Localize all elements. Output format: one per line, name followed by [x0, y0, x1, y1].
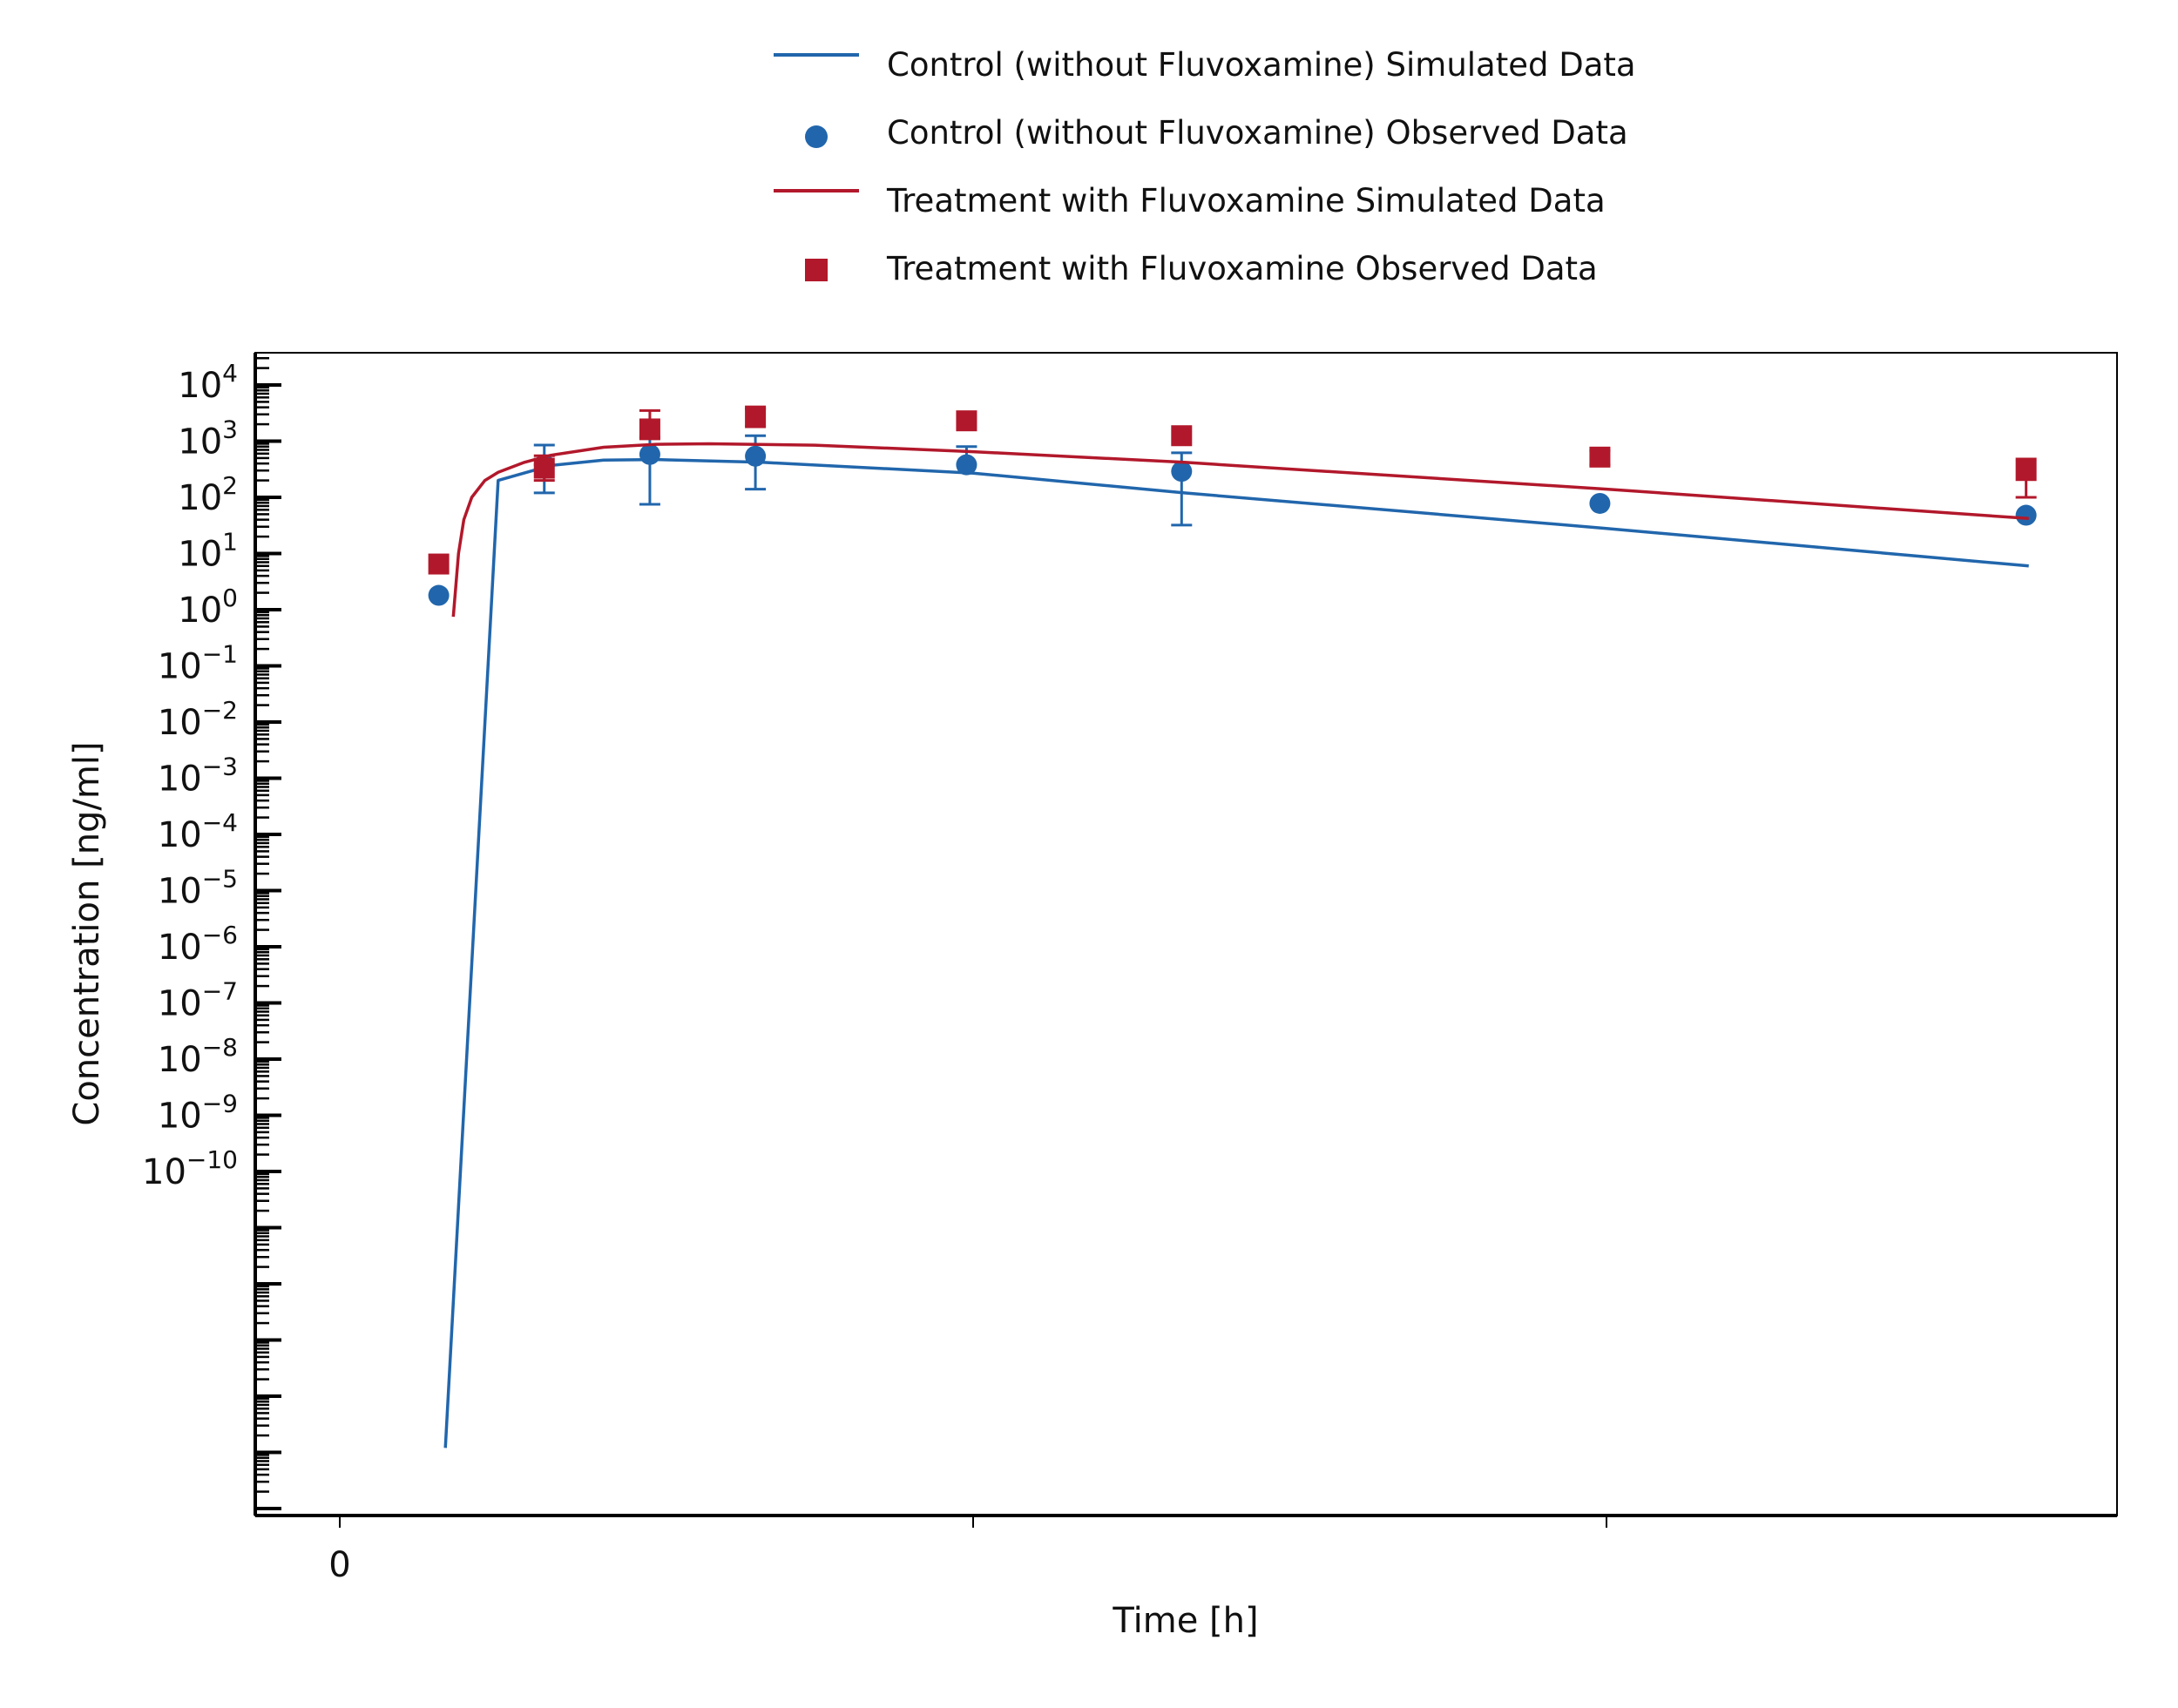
y-tick-label: 10−8 — [158, 1033, 238, 1080]
series-2 — [428, 434, 2037, 606]
data-point — [639, 418, 660, 440]
series-3 — [451, 442, 2029, 618]
data-point — [428, 584, 450, 606]
data-point — [956, 454, 977, 476]
legend-label: Control (without Fluvoxamine) Observed D… — [887, 114, 1628, 152]
series-4 — [428, 405, 2037, 575]
y-axis-title: Concentration [ng/ml] — [67, 741, 107, 1125]
series-layer — [428, 405, 2037, 1448]
y-tick-label: 10−3 — [158, 753, 238, 800]
data-point — [533, 457, 555, 479]
data-point — [428, 553, 450, 575]
data-point — [639, 443, 660, 465]
legend: Control (without Fluvoxamine) Simulated … — [774, 46, 1636, 287]
data-point — [1171, 425, 1193, 447]
series-line — [451, 442, 2029, 618]
y-tick-label: 102 — [178, 471, 238, 518]
y-axis-ticks: 104 103 102 101 100 10−1 10−2 10−3 10−4 10−5 10−6 1… — [142, 356, 281, 1510]
y-tick-label: 10−5 — [158, 865, 238, 912]
plot-area: 104 103 102 101 100 10−1 10−2 10−3 10−4 10−5 10−6 1… — [142, 352, 2118, 1585]
legend-circle-swatch — [805, 125, 828, 148]
data-point — [2015, 504, 2037, 526]
legend-item: Control (without Fluvoxamine) Simulated … — [774, 46, 1636, 84]
plot-frame — [254, 352, 2118, 1516]
data-point — [1589, 446, 1611, 468]
y-tick-label: 100 — [178, 584, 238, 631]
data-point — [745, 405, 767, 427]
legend-item: Treatment with Fluvoxamine Observed Data — [805, 250, 1598, 287]
y-tick-label: 10−4 — [158, 808, 238, 855]
data-point — [956, 410, 977, 432]
y-tick-label: 10−6 — [158, 921, 238, 968]
y-tick-label: 10−9 — [158, 1090, 238, 1137]
y-tick-label: 10−10 — [142, 1145, 238, 1192]
data-point — [2015, 460, 2037, 482]
y-tick-label: 10−2 — [158, 696, 238, 743]
y-tick-label: 103 — [178, 415, 238, 462]
y-tick-label: 101 — [178, 528, 238, 575]
series-line — [443, 457, 2029, 1448]
y-tick-label: 10−1 — [158, 640, 238, 687]
series-1 — [443, 457, 2029, 1448]
y-tick-label: 10−7 — [158, 977, 238, 1024]
legend-label: Control (without Fluvoxamine) Simulated … — [887, 46, 1636, 84]
data-point — [1589, 492, 1611, 514]
legend-item: Control (without Fluvoxamine) Observed D… — [805, 114, 1628, 152]
x-axis-ticks: 0 — [328, 1516, 1607, 1585]
data-point — [745, 445, 767, 467]
y-tick-label: 104 — [178, 359, 238, 406]
x-tick-label: 0 — [328, 1545, 350, 1585]
x-axis-title: Time [h] — [1112, 1601, 1258, 1641]
legend-item: Treatment with Fluvoxamine Simulated Dat… — [774, 182, 1606, 219]
legend-square-swatch — [805, 259, 828, 281]
legend-label: Treatment with Fluvoxamine Simulated Dat… — [886, 182, 1606, 219]
legend-label: Treatment with Fluvoxamine Observed Data — [886, 250, 1598, 287]
data-point — [1171, 461, 1193, 483]
